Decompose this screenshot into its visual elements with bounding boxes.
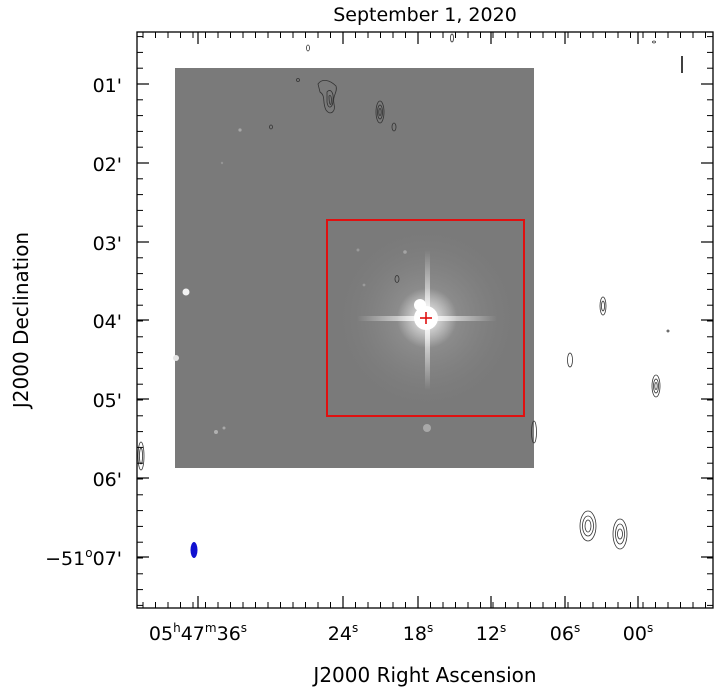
dec-tick-label: 02' <box>93 154 122 176</box>
dec-tick-label: 06' <box>93 469 122 491</box>
axis-minor-ticks <box>137 32 713 608</box>
y-axis-label: J2000 Declination <box>9 232 33 410</box>
dec-tick-labels: 01' 02' 03' 04' 05' 06' −51o07' <box>45 75 122 570</box>
ra-tick-labels: 05h47m36s 24s 18s 12s 06s 00s <box>149 621 653 645</box>
dec-tick-label: 04' <box>93 311 122 333</box>
dec-tick-label: 05' <box>93 390 122 412</box>
ra-tick-label: 05h47m36s <box>149 621 247 645</box>
x-axis-label: J2000 Right Ascension <box>311 663 536 687</box>
beam-ellipse <box>190 542 198 558</box>
radio-contours <box>137 33 670 550</box>
region-box <box>326 219 525 417</box>
ra-tick-label: 12s <box>476 621 506 645</box>
ra-tick-label: 24s <box>328 621 358 645</box>
ra-tick-label: 06s <box>550 621 580 645</box>
dec-tick-label: 01' <box>93 75 122 97</box>
plot-title: September 1, 2020 <box>333 4 517 26</box>
ra-tick-label: 00s <box>623 621 653 645</box>
ra-tick-label: 18s <box>403 621 433 645</box>
dec-tick-label: −51o07' <box>45 546 122 570</box>
target-marker <box>420 312 432 324</box>
dec-tick-label: 03' <box>93 233 122 255</box>
